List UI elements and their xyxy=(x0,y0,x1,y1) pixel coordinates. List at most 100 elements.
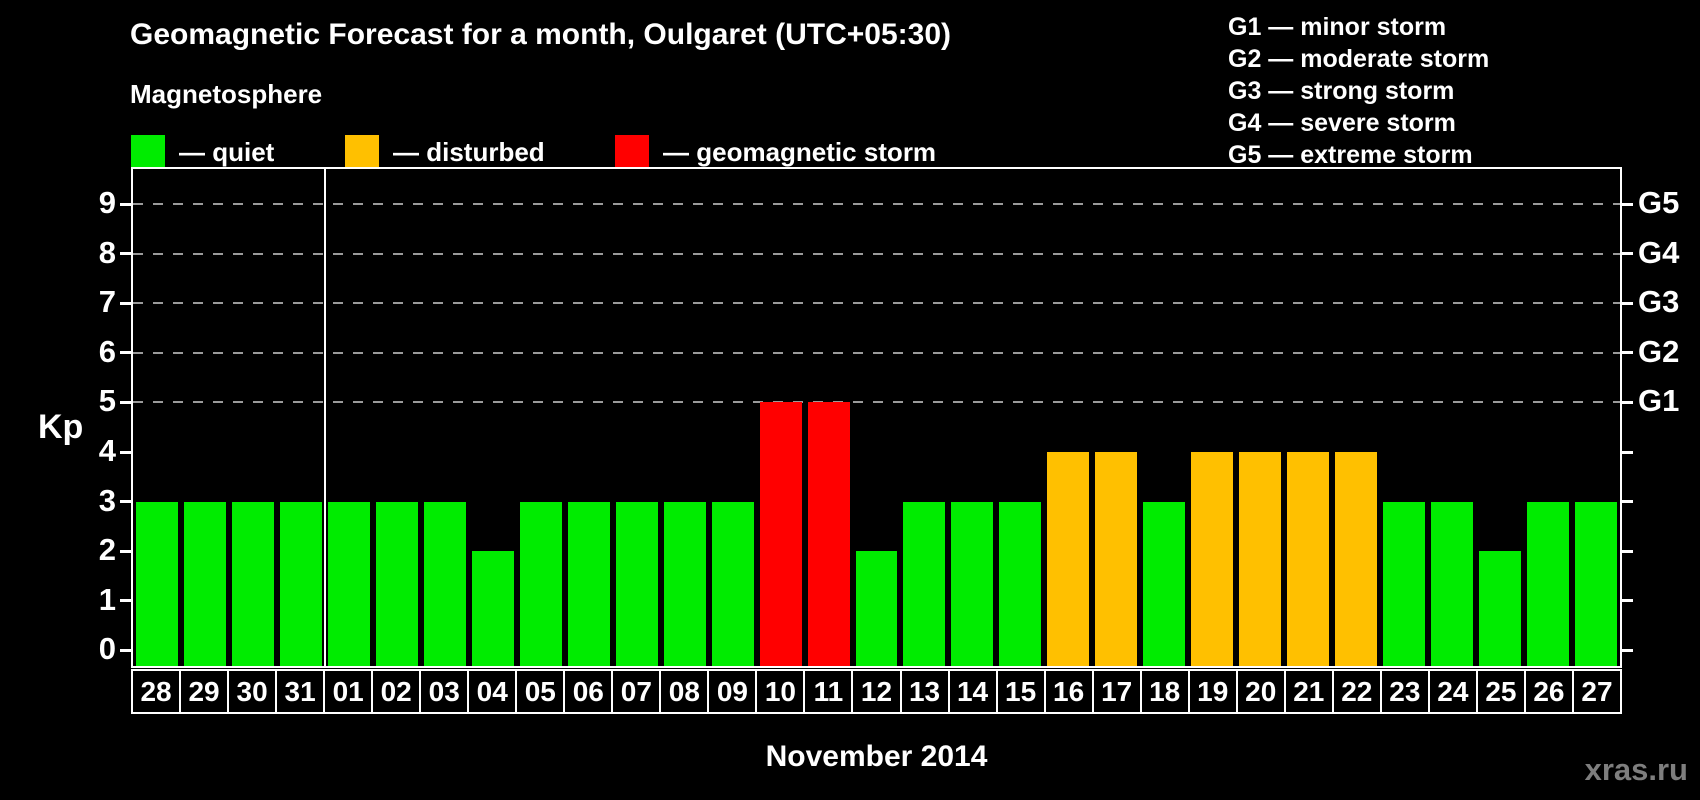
y-tick-label-4: 4 xyxy=(98,433,116,468)
y-tick-label-9: 9 xyxy=(98,185,116,220)
y-axis-title: Kp xyxy=(38,408,84,446)
y-tick-label-7: 7 xyxy=(98,284,116,320)
date-box-26: 26 xyxy=(1523,669,1574,714)
right-tick-6 xyxy=(1622,351,1633,355)
g-legend-line-5: G5 — extreme storm xyxy=(1228,141,1473,169)
x-axis-title: November 2014 xyxy=(765,740,988,773)
page-title: Geomagnetic Forecast for a month, Oulgar… xyxy=(130,18,952,51)
date-box-23: 23 xyxy=(1379,669,1430,714)
date-box-17: 17 xyxy=(1091,669,1142,714)
watermark: xras.ru xyxy=(1584,752,1688,787)
kp-bar-16 xyxy=(1047,452,1090,666)
legend-heading: Magnetosphere xyxy=(130,79,323,109)
kp-bar-04 xyxy=(471,551,514,666)
right-tick-0 xyxy=(1622,648,1633,652)
date-box-31: 31 xyxy=(275,669,326,714)
left-tick-8 xyxy=(120,252,131,256)
left-tick-0 xyxy=(120,648,131,652)
right-tick-8 xyxy=(1622,252,1633,256)
date-box-13: 13 xyxy=(899,669,950,714)
y-tick-label-2: 2 xyxy=(98,532,116,568)
gridline-kp-8 xyxy=(133,252,1620,255)
right-tick-7 xyxy=(1622,301,1633,305)
month-boundary-line xyxy=(323,169,326,666)
date-box-15: 15 xyxy=(995,669,1046,714)
kp-bar-05 xyxy=(519,501,562,666)
date-box-02: 02 xyxy=(371,669,422,714)
y-tick-label-1: 1 xyxy=(98,581,116,617)
legend-swatch-storm xyxy=(615,135,649,170)
date-box-16: 16 xyxy=(1043,669,1094,714)
kp-bar-19 xyxy=(1191,452,1234,666)
kp-bar-29 xyxy=(183,501,226,666)
date-box-14: 14 xyxy=(947,669,998,714)
right-tick-label-G4: G4 xyxy=(1638,234,1680,270)
left-tick-6 xyxy=(120,351,131,355)
date-box-04: 04 xyxy=(467,669,518,714)
legend-swatch-disturbed xyxy=(345,135,379,170)
date-box-09: 09 xyxy=(707,669,758,714)
y-tick-label-0: 0 xyxy=(98,631,116,667)
left-tick-7 xyxy=(120,301,131,305)
left-tick-5 xyxy=(120,400,131,404)
right-tick-4 xyxy=(1622,450,1633,454)
kp-bar-22 xyxy=(1335,452,1378,666)
left-tick-4 xyxy=(120,450,131,454)
kp-bar-25 xyxy=(1479,551,1522,666)
legend-label-storm: — geomagnetic storm xyxy=(663,137,937,167)
plot-area xyxy=(120,167,1633,668)
kp-bar-21 xyxy=(1287,452,1330,666)
right-tick-3 xyxy=(1622,500,1633,504)
left-tick-1 xyxy=(120,599,131,603)
kp-bar-17 xyxy=(1095,452,1138,666)
left-tick-2 xyxy=(120,549,131,553)
right-tick-label-G5: G5 xyxy=(1638,185,1680,220)
x-axis-date-row: 28 29 30 31 01 02 03 04 05 06 07 08 09 10 11 12 13 14 15 16… xyxy=(131,669,1622,714)
kp-bar-07 xyxy=(615,501,658,666)
left-tick-9 xyxy=(120,202,131,206)
date-box-08: 08 xyxy=(659,669,710,714)
date-box-22: 22 xyxy=(1331,669,1382,714)
legend-swatch-quiet xyxy=(131,135,165,170)
date-box-18: 18 xyxy=(1139,669,1190,714)
gridline-kp-7 xyxy=(133,302,1620,305)
g-legend-line-3: G3 — strong storm xyxy=(1228,77,1455,105)
kp-bar-31 xyxy=(279,501,322,666)
date-box-03: 03 xyxy=(419,669,470,714)
kp-bar-23 xyxy=(1383,501,1426,666)
kp-bar-30 xyxy=(231,501,274,666)
kp-bar-18 xyxy=(1143,501,1186,666)
date-box-05: 05 xyxy=(515,669,566,714)
y-tick-label-3: 3 xyxy=(98,482,116,518)
gridline-kp-5 xyxy=(133,401,1620,404)
right-tick-1 xyxy=(1622,599,1633,603)
kp-bar-08 xyxy=(663,501,706,666)
left-tick-3 xyxy=(120,500,131,504)
gridline-kp-6 xyxy=(133,351,1620,354)
date-box-01: 01 xyxy=(323,669,374,714)
right-tick-5 xyxy=(1622,400,1633,404)
kp-bar-28 xyxy=(136,501,178,666)
kp-bar-02 xyxy=(375,501,418,666)
kp-bar-03 xyxy=(423,501,466,666)
kp-bar-15 xyxy=(999,501,1042,666)
date-box-12: 12 xyxy=(851,669,902,714)
g-scale-legend: G1 — minor storm G2 — moderate storm G3 — … xyxy=(1228,11,1489,171)
date-box-10: 10 xyxy=(755,669,806,714)
date-box-19: 19 xyxy=(1187,669,1238,714)
kp-bar-09 xyxy=(711,501,754,666)
kp-bar-27 xyxy=(1575,501,1617,666)
kp-bar-20 xyxy=(1239,452,1282,666)
right-tick-label-G3: G3 xyxy=(1638,284,1680,320)
date-box-21: 21 xyxy=(1283,669,1334,714)
date-box-20: 20 xyxy=(1235,669,1286,714)
legend-label-quiet: — quiet xyxy=(179,137,275,167)
kp-bar-12 xyxy=(855,551,898,666)
g-legend-line-2: G2 — moderate storm xyxy=(1228,45,1490,73)
date-box-11: 11 xyxy=(803,669,854,714)
kp-bar-14 xyxy=(951,501,994,666)
date-box-27: 27 xyxy=(1571,669,1622,714)
date-box-30: 30 xyxy=(227,669,278,714)
right-tick-2 xyxy=(1622,549,1633,553)
